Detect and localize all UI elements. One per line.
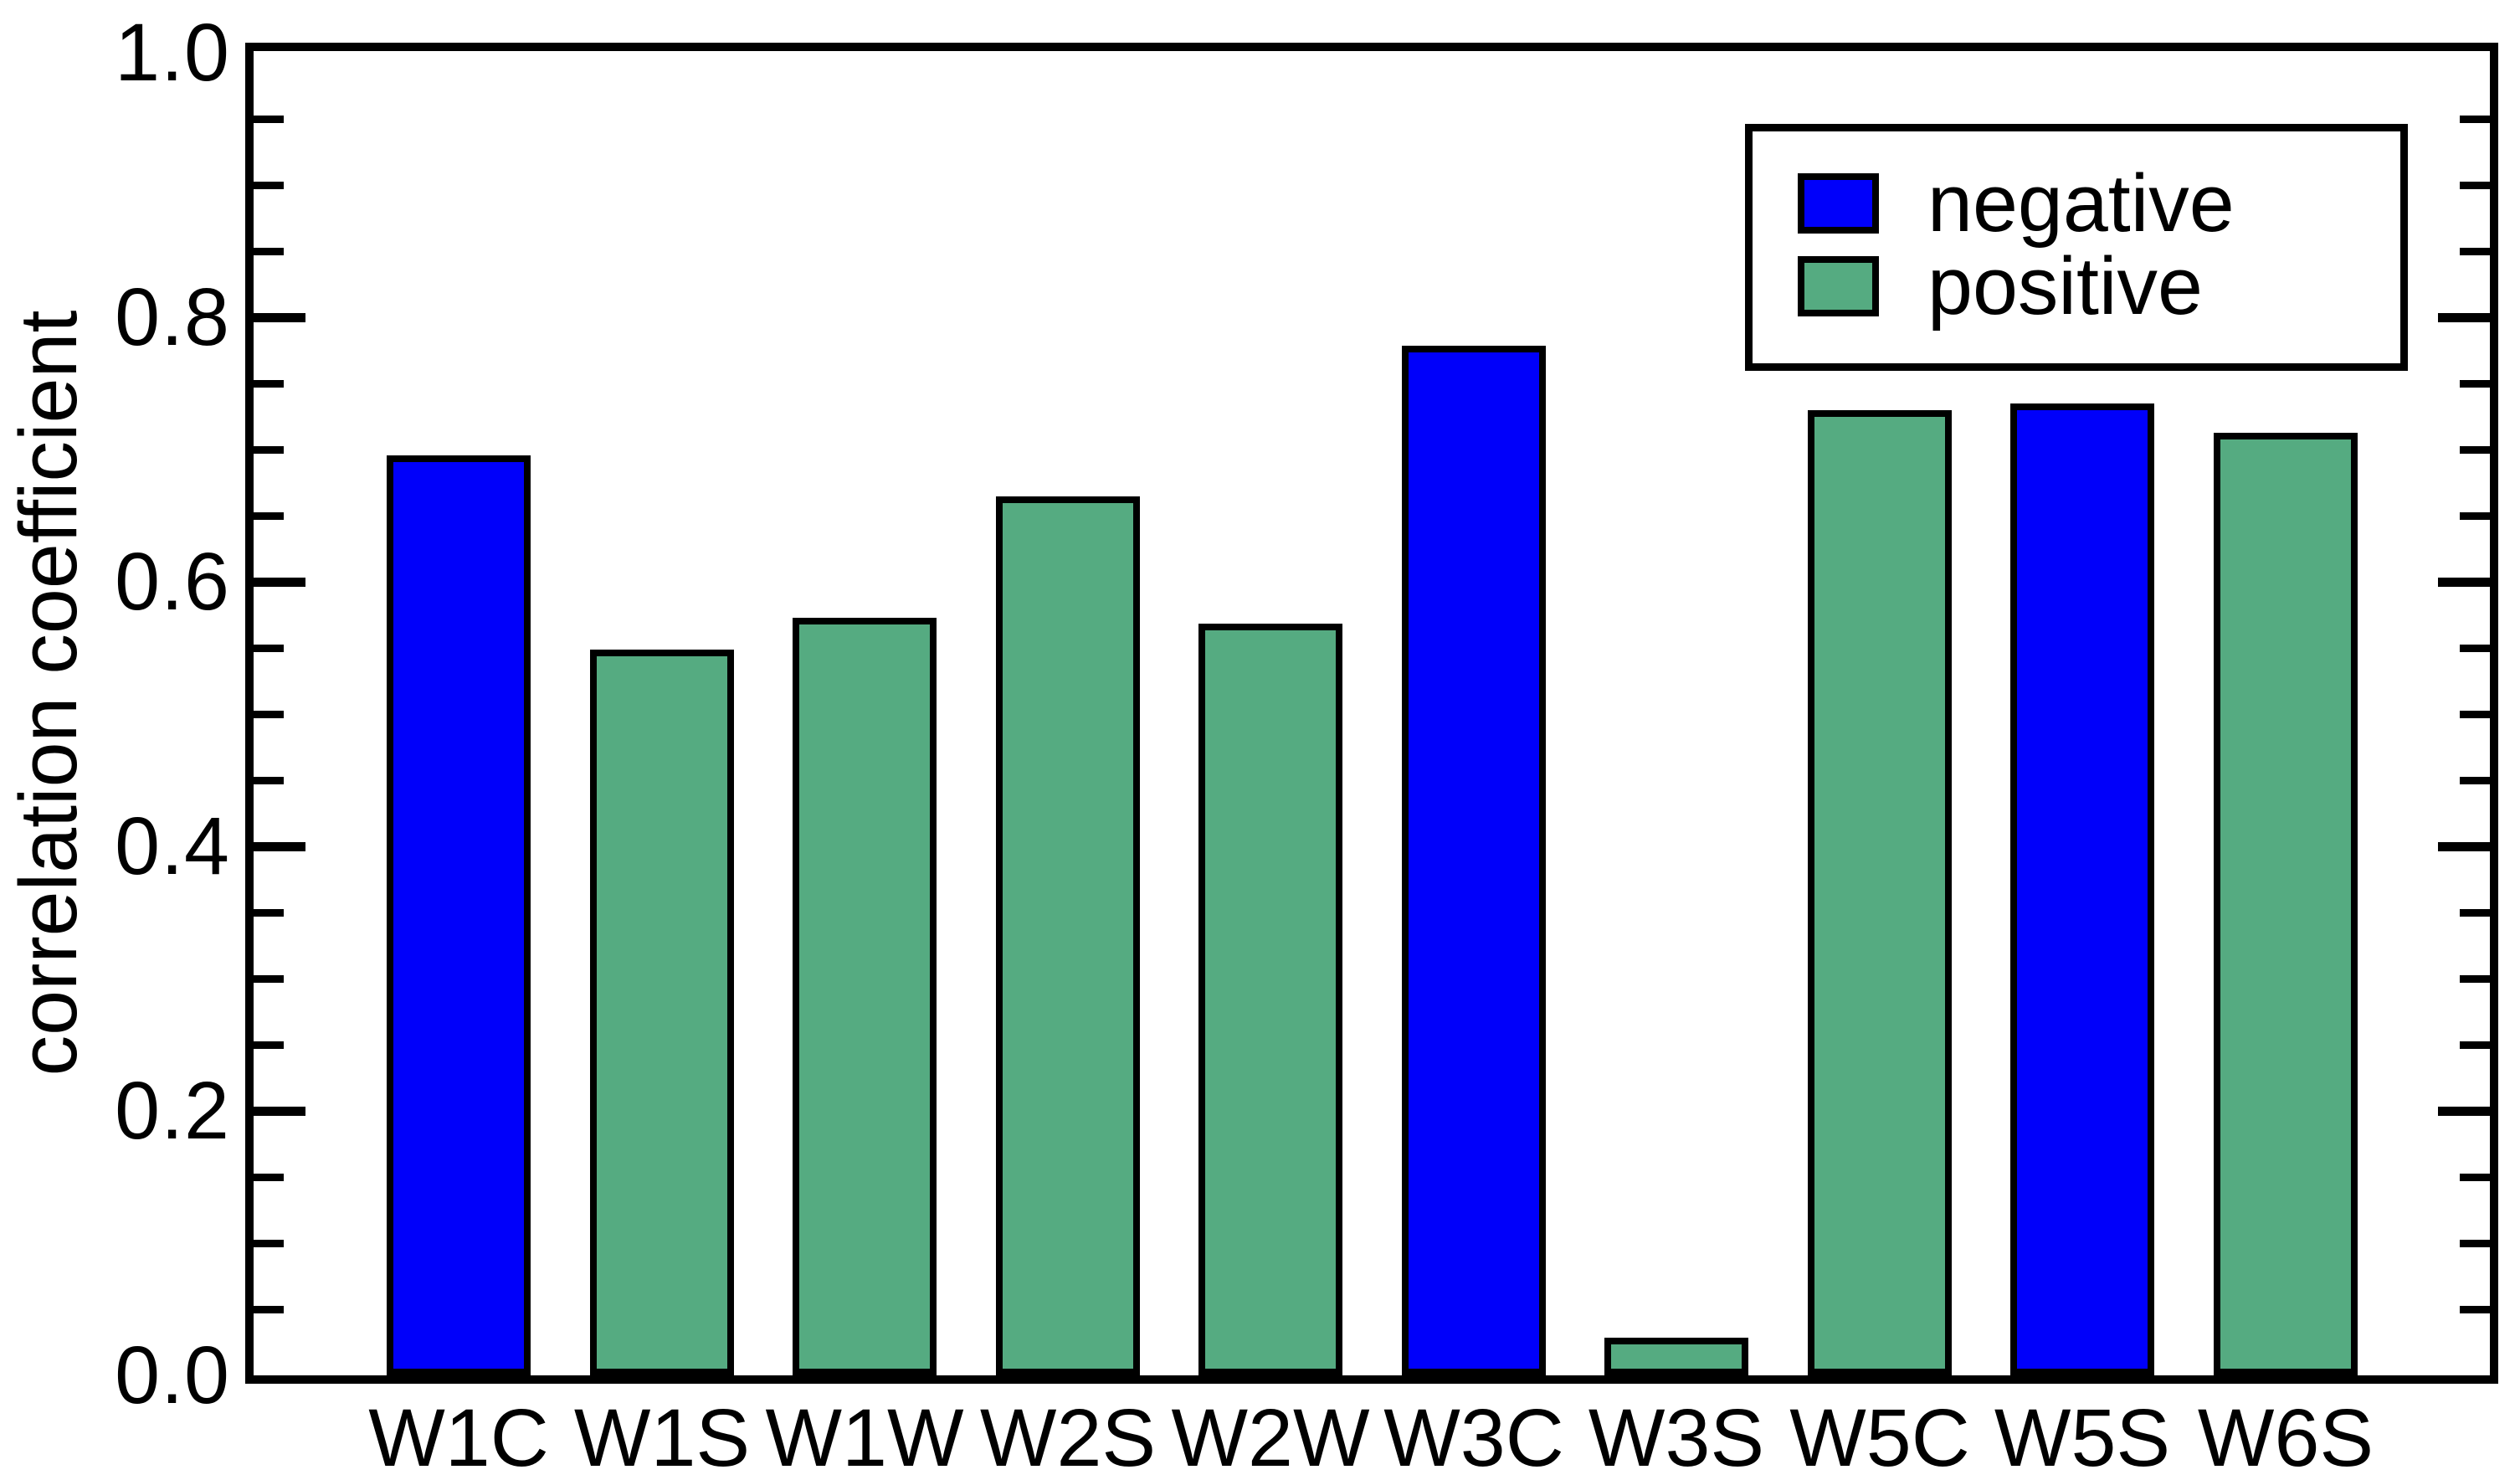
legend-swatch-positive [1798,256,1879,316]
bar-W5S [2010,403,2154,1375]
y-tick-right-major [2438,841,2490,851]
bar-W5C [1808,410,1952,1375]
x-tick-label-W1S: W1S [573,1392,751,1480]
y-tick-right-minor [2460,511,2490,520]
legend-row-positive: positive [1798,240,2400,331]
y-tick-right-minor [2460,1239,2490,1247]
x-tick-label-W6S: W6S [2197,1392,2374,1480]
x-tick-label-W2S: W2S [979,1392,1157,1480]
y-tick-right-minor [2460,644,2490,652]
plot-inner [254,51,2490,1375]
y-tick-left-minor [254,974,284,983]
y-tick-left-major [254,1106,305,1116]
y-tick-right-minor [2460,379,2490,388]
y-tick-left-minor [254,1305,284,1313]
y-tick-label: 1.0 [115,7,230,98]
y-tick-right-minor [2460,908,2490,917]
y-tick-left-minor [254,710,284,718]
y-tick-right-major [2438,577,2490,587]
y-tick-left-minor [254,1239,284,1247]
bar-W2S [996,496,1140,1375]
x-tick-label-W5S: W5S [1994,1392,2171,1480]
y-tick-label: 0.4 [115,800,230,892]
x-tick-label-W2W: W2W [1171,1392,1370,1480]
y-tick-right-minor [2460,776,2490,784]
x-tick-label-W1C: W1C [368,1392,549,1480]
legend-label-negative: negative [1927,157,2235,249]
y-tick-left-minor [254,1173,284,1181]
y-tick-right-minor [2460,1173,2490,1181]
y-tick-left-minor [254,445,284,454]
y-tick-left-major [254,841,305,851]
y-tick-label: 0.6 [115,536,230,627]
y-axis-title: correlation coefficient [3,310,94,1077]
y-tick-right-major [2438,312,2490,322]
y-tick-right-minor [2460,1041,2490,1049]
y-tick-left-minor [254,776,284,784]
bar-W6S [2214,433,2358,1375]
y-tick-left-minor [254,908,284,917]
y-tick-left-minor [254,181,284,189]
y-tick-label: 0.0 [115,1329,230,1421]
legend-row-negative: negative [1798,157,2400,249]
bar-W3C [1402,346,1546,1375]
legend-swatch-negative [1798,173,1879,234]
legend: negative positive [1745,124,2408,371]
x-tick-label-W3S: W3S [1588,1392,1765,1480]
y-tick-left-minor [254,1041,284,1049]
y-tick-left-minor [254,379,284,388]
y-tick-label: 0.8 [115,271,230,362]
bar-W1S [590,650,734,1375]
y-tick-left-major [254,312,305,322]
y-tick-right-minor [2460,445,2490,454]
legend-label-positive: positive [1927,240,2203,331]
y-tick-right-minor [2460,115,2490,123]
y-tick-left-major [254,577,305,587]
y-tick-right-minor [2460,1305,2490,1313]
bar-W3S [1604,1338,1748,1375]
x-tick-label-W3C: W3C [1383,1392,1564,1480]
x-tick-label-W1W: W1W [765,1392,964,1480]
y-tick-left-minor [254,247,284,255]
y-tick-label: 0.2 [115,1065,230,1156]
y-tick-right-minor [2460,974,2490,983]
y-tick-right-minor [2460,710,2490,718]
y-tick-right-major [2438,1106,2490,1116]
y-tick-right-minor [2460,247,2490,255]
bar-W1W [793,618,937,1375]
y-tick-right-minor [2460,181,2490,189]
y-tick-left-minor [254,511,284,520]
bar-W2W [1198,624,1342,1375]
bar-W1C [387,455,531,1375]
plot-area [245,43,2498,1384]
x-tick-label-W5C: W5C [1789,1392,1970,1480]
y-tick-left-minor [254,115,284,123]
y-tick-left-minor [254,644,284,652]
